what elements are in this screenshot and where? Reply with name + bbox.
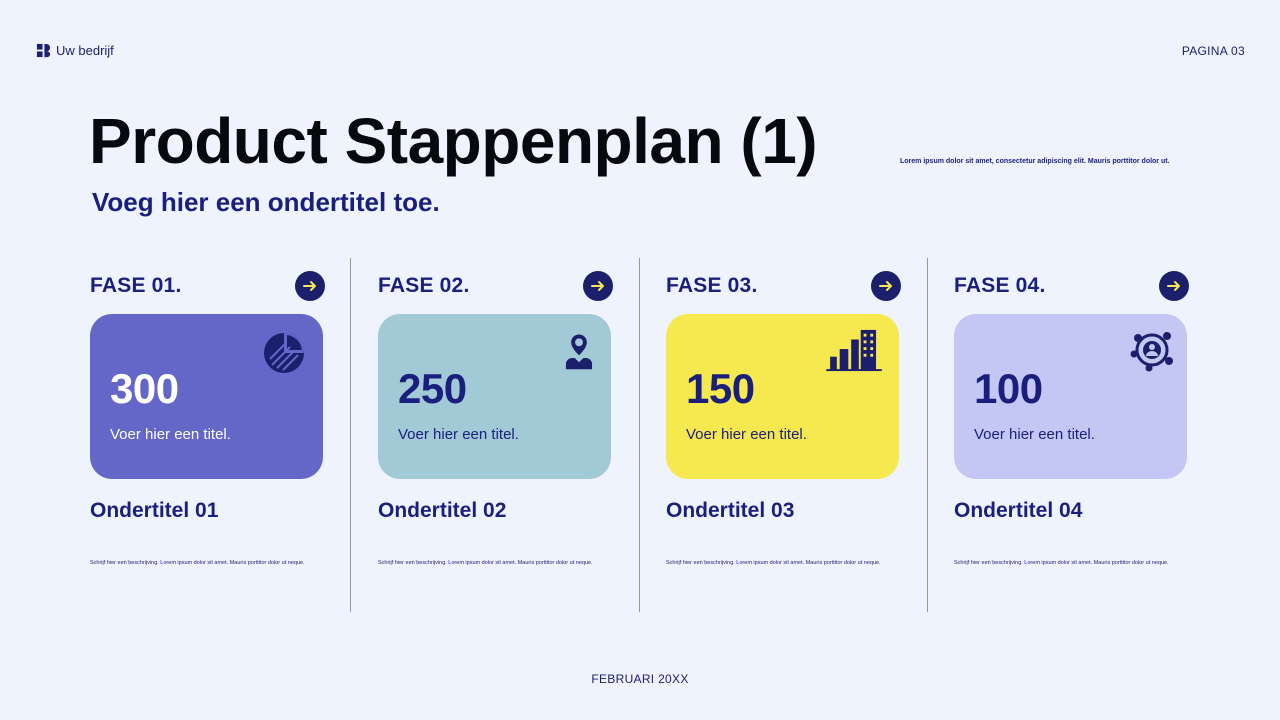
stat-value: 100 [974, 365, 1043, 412]
arrow-right-icon [1167, 281, 1180, 291]
next-arrow-button[interactable] [871, 271, 901, 301]
stat-card: 250 Voer hier een titel. [378, 314, 611, 479]
phase-subtitle: Ondertitel 03 [666, 499, 795, 522]
stat-caption: Voer hier een titel. [110, 426, 231, 443]
next-arrow-button[interactable] [295, 271, 325, 301]
brand: Uw bedrijf [36, 43, 114, 58]
location-person-icon [565, 334, 593, 370]
phase-header: FASE 03. [666, 270, 901, 302]
network-person-icon [1130, 332, 1173, 372]
pie-chart-icon [264, 333, 304, 373]
page-title: Product Stappenplan (1) [89, 105, 818, 177]
next-arrow-button[interactable] [583, 271, 613, 301]
stat-caption: Voer hier een titel. [398, 426, 519, 443]
phase-label: FASE 02. [378, 274, 470, 297]
phase-header: FASE 01. [90, 270, 325, 302]
stat-value: 300 [110, 365, 179, 412]
stat-caption: Voer hier een titel. [686, 426, 807, 443]
page-subtitle: Voeg hier een ondertitel toe. [92, 187, 440, 217]
phase-header: FASE 04. [954, 270, 1189, 302]
phase-description: Schrijf hier een beschrijving. Lorem ips… [90, 560, 305, 566]
phase-column-1: FASE 01. 300 Voer hier een titel. Ondert… [90, 270, 325, 566]
stat-card: 300 Voer hier een titel. [90, 314, 323, 479]
phase-label: FASE 01. [90, 274, 182, 297]
column-divider [350, 258, 351, 612]
next-arrow-button[interactable] [1159, 271, 1189, 301]
arrow-right-icon [591, 281, 604, 291]
phase-description: Schrijf hier een beschrijving. Lorem ips… [666, 560, 881, 566]
footer-date: FEBRUARI 20XX [591, 672, 689, 686]
phase-subtitle: Ondertitel 04 [954, 499, 1083, 522]
phase-column-3: FASE 03. 150 V [666, 270, 901, 566]
stat-value: 150 [686, 365, 755, 412]
phase-header: FASE 02. [378, 270, 613, 302]
phase-label: FASE 04. [954, 274, 1046, 297]
phase-column-4: FASE 04. 100 Voer hier een titel. [954, 270, 1189, 566]
column-divider [927, 258, 928, 612]
stat-card: 100 Voer hier een titel. [954, 314, 1187, 479]
intro-text: Lorem ipsum dolor sit amet, consectetur … [900, 158, 1170, 165]
stat-value: 250 [398, 365, 467, 412]
phase-subtitle: Ondertitel 02 [378, 499, 507, 522]
page-number: PAGINA 03 [1181, 44, 1245, 58]
arrow-right-icon [303, 281, 316, 291]
company-logo-icon [36, 43, 51, 58]
stat-caption: Voer hier een titel. [974, 426, 1095, 443]
arrow-right-icon [879, 281, 892, 291]
phase-description: Schrijf hier een beschrijving. Lorem ips… [954, 560, 1169, 566]
phase-subtitle: Ondertitel 01 [90, 499, 219, 522]
column-divider [639, 258, 640, 612]
phase-description: Schrijf hier een beschrijving. Lorem ips… [378, 560, 593, 566]
phase-column-2: FASE 02. 250 Voer hier een titel. Ondert… [378, 270, 613, 566]
phase-label: FASE 03. [666, 274, 758, 297]
brand-name: Uw bedrijf [56, 43, 114, 58]
stat-card: 150 Voer hier een titel. [666, 314, 899, 479]
buildings-icon [826, 329, 882, 372]
